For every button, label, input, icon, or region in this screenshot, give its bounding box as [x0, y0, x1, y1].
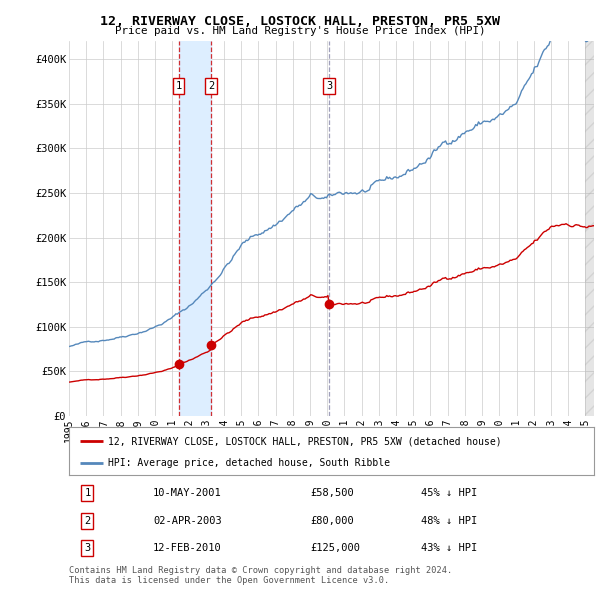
- Text: 3: 3: [84, 543, 91, 553]
- Text: 12-FEB-2010: 12-FEB-2010: [153, 543, 222, 553]
- Text: £58,500: £58,500: [311, 489, 354, 499]
- Text: 2: 2: [208, 81, 214, 91]
- Text: 02-APR-2003: 02-APR-2003: [153, 516, 222, 526]
- Text: 43% ↓ HPI: 43% ↓ HPI: [421, 543, 477, 553]
- Text: 45% ↓ HPI: 45% ↓ HPI: [421, 489, 477, 499]
- Text: 12, RIVERWAY CLOSE, LOSTOCK HALL, PRESTON, PR5 5XW (detached house): 12, RIVERWAY CLOSE, LOSTOCK HALL, PRESTO…: [109, 436, 502, 446]
- Text: 12, RIVERWAY CLOSE, LOSTOCK HALL, PRESTON, PR5 5XW: 12, RIVERWAY CLOSE, LOSTOCK HALL, PRESTO…: [100, 15, 500, 28]
- Bar: [586, 41, 594, 416]
- Text: HPI: Average price, detached house, South Ribble: HPI: Average price, detached house, Sout…: [109, 458, 391, 468]
- Bar: [179, 41, 211, 416]
- Text: 3: 3: [326, 81, 332, 91]
- Text: 2: 2: [84, 516, 91, 526]
- Text: 1: 1: [176, 81, 182, 91]
- Text: Contains HM Land Registry data © Crown copyright and database right 2024.
This d: Contains HM Land Registry data © Crown c…: [69, 566, 452, 585]
- Text: 48% ↓ HPI: 48% ↓ HPI: [421, 516, 477, 526]
- Text: 1: 1: [84, 489, 91, 499]
- Text: £80,000: £80,000: [311, 516, 354, 526]
- Text: £125,000: £125,000: [311, 543, 361, 553]
- Text: Price paid vs. HM Land Registry's House Price Index (HPI): Price paid vs. HM Land Registry's House …: [115, 26, 485, 36]
- Text: 10-MAY-2001: 10-MAY-2001: [153, 489, 222, 499]
